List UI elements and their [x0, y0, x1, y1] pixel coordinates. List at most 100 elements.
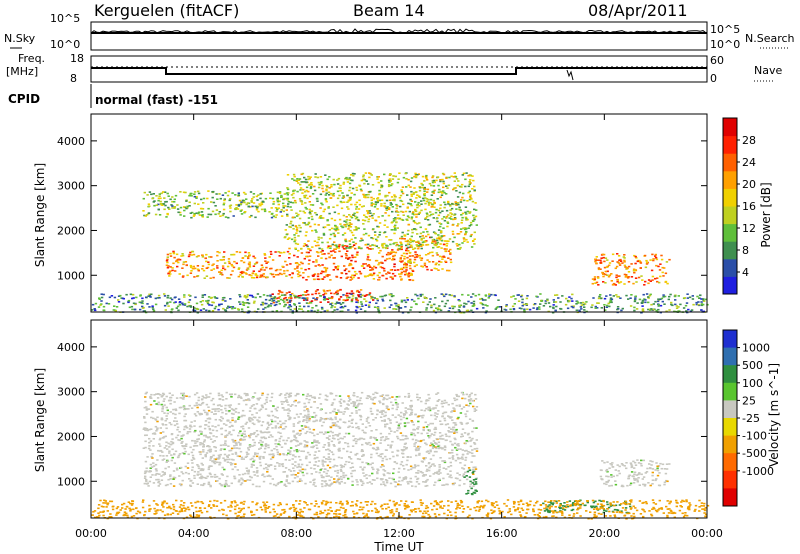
echo-cell — [344, 253, 348, 255]
echo-cell — [308, 248, 311, 250]
echo-cell — [590, 306, 593, 309]
echo-cell — [155, 204, 158, 206]
echo-cell — [354, 453, 357, 456]
echo-cell — [438, 188, 441, 191]
echo-cell — [441, 460, 444, 462]
echo-cell — [325, 188, 328, 191]
echo-cell — [654, 257, 658, 259]
echo-cell — [261, 304, 264, 306]
echo-cell — [288, 468, 291, 471]
echo-cell — [294, 464, 297, 467]
echo-cell — [437, 184, 440, 187]
echo-cell — [340, 255, 343, 258]
echo-cell — [430, 236, 433, 239]
nsky-tick-top: 10^5 — [50, 12, 80, 25]
echo-cell — [359, 479, 362, 481]
echo-cell — [199, 443, 202, 446]
echo-cell — [426, 191, 429, 193]
echo-cell — [469, 211, 472, 213]
echo-cell — [565, 297, 568, 300]
echo-cell — [354, 406, 358, 409]
echo-cell — [224, 442, 227, 444]
echo-cell — [242, 458, 245, 460]
echo-cell — [401, 449, 405, 452]
echo-cell — [415, 213, 419, 216]
echo-cell — [415, 244, 418, 246]
echo-cell — [167, 442, 170, 445]
echo-cell — [243, 438, 246, 441]
echo-cell — [274, 443, 277, 445]
echo-cell — [211, 196, 214, 199]
colorbar-tick-label: 16 — [742, 200, 756, 213]
echo-cell — [247, 470, 250, 473]
echo-cell — [371, 184, 375, 186]
echo-cell — [552, 299, 555, 301]
echo-cell — [163, 197, 166, 199]
echo-cell — [426, 268, 429, 271]
echo-cell — [420, 238, 423, 240]
echo-cell — [259, 439, 262, 442]
echo-cell — [564, 303, 568, 306]
echo-cell — [455, 203, 458, 205]
echo-cell — [245, 467, 248, 470]
echo-cell — [309, 187, 313, 190]
echo-cell — [623, 273, 627, 276]
echo-cell — [282, 197, 286, 200]
echo-cell — [232, 266, 236, 269]
echo-cell — [166, 261, 169, 264]
echo-cell — [147, 212, 151, 214]
echo-cell — [330, 184, 333, 186]
echo-cell — [276, 199, 279, 201]
echo-cell — [278, 295, 282, 298]
echo-cell — [441, 192, 444, 194]
echo-cell — [652, 258, 655, 260]
echo-cell — [463, 464, 467, 467]
echo-cell — [424, 197, 427, 199]
echo-cell — [388, 427, 391, 429]
echo-cell — [347, 270, 351, 273]
echo-cell — [407, 272, 411, 274]
echo-cell — [326, 241, 329, 244]
echo-cell — [456, 233, 459, 235]
echo-cell — [296, 273, 300, 275]
echo-cell — [263, 254, 267, 256]
echo-cell — [282, 210, 285, 213]
echo-cell — [639, 262, 643, 264]
echo-cell — [665, 310, 668, 313]
echo-cell — [461, 293, 464, 296]
echo-cell — [271, 435, 274, 438]
echo-cell — [367, 243, 370, 246]
echo-cell — [371, 248, 374, 250]
echo-cell — [216, 265, 219, 267]
echo-cell — [405, 178, 408, 180]
echo-cell — [228, 431, 231, 433]
echo-cell — [392, 478, 395, 481]
echo-cell — [338, 447, 341, 450]
echo-cell — [616, 306, 620, 308]
echo-cell — [185, 426, 189, 429]
echo-cell — [290, 474, 293, 476]
echo-cell — [183, 447, 186, 450]
echo-cell — [287, 192, 290, 194]
echo-cell — [429, 449, 432, 452]
echo-cell — [634, 298, 637, 300]
echo-cell — [163, 208, 166, 211]
echo-cell — [410, 412, 413, 414]
echo-cell — [181, 253, 184, 255]
echo-cell — [654, 255, 657, 257]
echo-cell — [398, 395, 401, 398]
echo-cell — [248, 264, 251, 266]
echo-cell — [260, 203, 264, 206]
echo-cell — [418, 189, 422, 192]
echo-cell — [304, 234, 308, 237]
echo-cell — [306, 299, 309, 301]
echo-cell — [332, 232, 335, 235]
echo-cell — [177, 298, 181, 300]
echo-cell — [358, 409, 361, 411]
echo-cell — [171, 205, 174, 207]
echo-cell — [379, 249, 382, 252]
echo-cell — [388, 181, 391, 183]
echo-cell — [326, 274, 330, 276]
echo-cell — [407, 421, 410, 424]
echo-cell — [379, 432, 383, 435]
